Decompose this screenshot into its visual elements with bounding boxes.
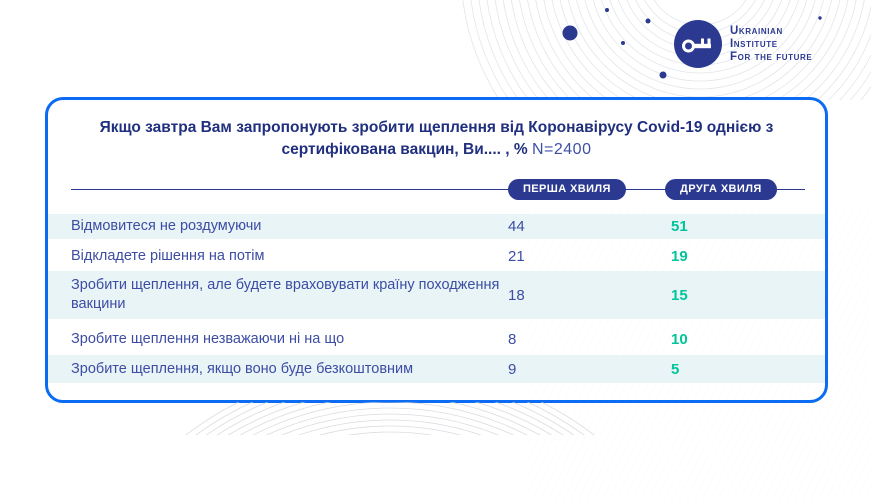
wave2-value: 19 xyxy=(671,248,688,265)
column-badge-wave2: ДРУГА ХВИЛЯ xyxy=(665,179,777,200)
logo-wordmark: Ukrainian Institute for the Future xyxy=(730,25,812,64)
logo-line-1: Ukrainian xyxy=(730,24,783,37)
table-row: Відмовитеся не роздумуючи 44 51 xyxy=(48,214,825,239)
title-line-1: Якщо завтра Вам запропонують зробити щеп… xyxy=(99,119,774,136)
table-row: Відкладете рішення на потім 21 19 xyxy=(48,244,825,269)
table-row: Зробите щеплення, якщо воно буде безкошт… xyxy=(48,355,825,383)
table-row: Зробите щеплення незважаючи ні на що 8 1… xyxy=(48,327,825,352)
logo-line-2: Institute xyxy=(730,37,778,50)
wave1-value: 44 xyxy=(508,218,525,235)
title-line-2: сертифікована вакцин, Ви.... , % xyxy=(281,141,528,158)
key-icon xyxy=(674,20,722,68)
chart-title: Якщо завтра Вам запропонують зробити щеп… xyxy=(72,117,801,161)
wave1-value: 9 xyxy=(508,360,517,378)
bottom-decoration-arcs xyxy=(185,402,595,435)
wave1-value: 18 xyxy=(508,286,525,304)
wave2-value: 51 xyxy=(671,218,688,235)
row-label: Зробите щеплення, якщо воно буде безкошт… xyxy=(71,360,414,377)
row-label: Відмовитеся не роздумуючи xyxy=(71,218,262,234)
wave1-value: 21 xyxy=(508,248,525,265)
table-body: Відмовитеся не роздумуючи 44 51 Відкладе… xyxy=(48,214,825,383)
wave2-value: 15 xyxy=(671,286,688,304)
row-label: Зробите щеплення незважаючи ні на що xyxy=(71,331,345,347)
row-label: Відкладете рішення на потім xyxy=(71,248,265,264)
table-header: ПЕРША ХВИЛЯ ДРУГА ХВИЛЯ xyxy=(71,179,805,201)
wave2-value: 5 xyxy=(671,360,680,378)
uif-logo: Ukrainian Institute for the Future xyxy=(674,20,812,68)
survey-card: Якщо завтра Вам запропонують зробити щеп… xyxy=(45,97,871,500)
row-label: Зробити щеплення, але будете враховувати… xyxy=(71,277,500,312)
sample-size: N=2400 xyxy=(531,141,592,158)
divider-line xyxy=(71,189,805,190)
wave2-value: 10 xyxy=(671,331,688,348)
table-row: Зробити щеплення, але будете враховувати… xyxy=(48,271,825,319)
logo-line-3: for the Future xyxy=(730,50,813,63)
wave1-value: 8 xyxy=(508,331,517,348)
column-badge-wave1: ПЕРША ХВИЛЯ xyxy=(508,179,626,200)
